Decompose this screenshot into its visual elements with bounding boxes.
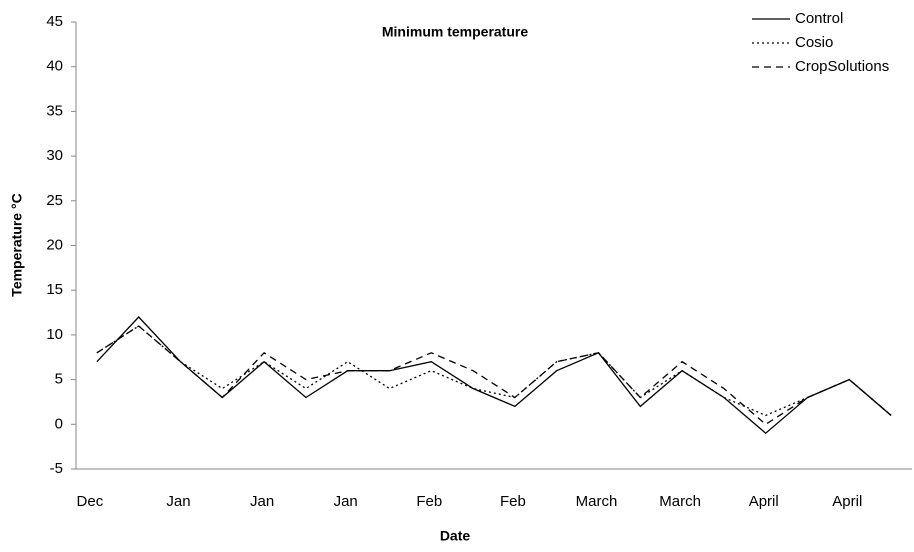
y-tick-label: 15: [46, 281, 63, 298]
x-tick-label: March: [659, 493, 701, 510]
x-tick-label: March: [576, 493, 618, 510]
x-tick-label: Feb: [500, 493, 526, 510]
series-line: [96, 316, 892, 435]
chart-title: Minimum temperature: [382, 24, 528, 40]
y-tick-label: -5: [50, 460, 63, 477]
x-tick-label: Dec: [77, 493, 104, 510]
x-tick-label: Jan: [250, 493, 274, 510]
y-tick-label: 45: [46, 13, 63, 30]
y-tick-label: 0: [55, 415, 63, 432]
x-tick-label: Jan: [334, 493, 358, 510]
series-line: [96, 325, 892, 417]
y-tick-label: 5: [55, 371, 63, 388]
x-tick-label: Jan: [166, 493, 190, 510]
y-tick-label: 20: [46, 236, 63, 253]
legend-label: Cosio: [795, 34, 833, 51]
y-tick-label: 25: [46, 192, 63, 209]
legend-label: CropSolutions: [795, 58, 889, 75]
x-tick-label: April: [749, 493, 779, 510]
y-tick-label: 30: [46, 147, 63, 164]
series-line: [96, 325, 892, 426]
x-axis-title: Date: [440, 528, 471, 544]
y-axis-title: Temperature °C: [9, 193, 25, 296]
x-tick-label: Feb: [416, 493, 442, 510]
y-tick-label: 35: [46, 102, 63, 119]
x-tick-label: April: [832, 493, 862, 510]
y-tick-label: 40: [46, 58, 63, 75]
legend-label: Control: [795, 10, 843, 27]
y-tick-label: 10: [46, 326, 63, 343]
